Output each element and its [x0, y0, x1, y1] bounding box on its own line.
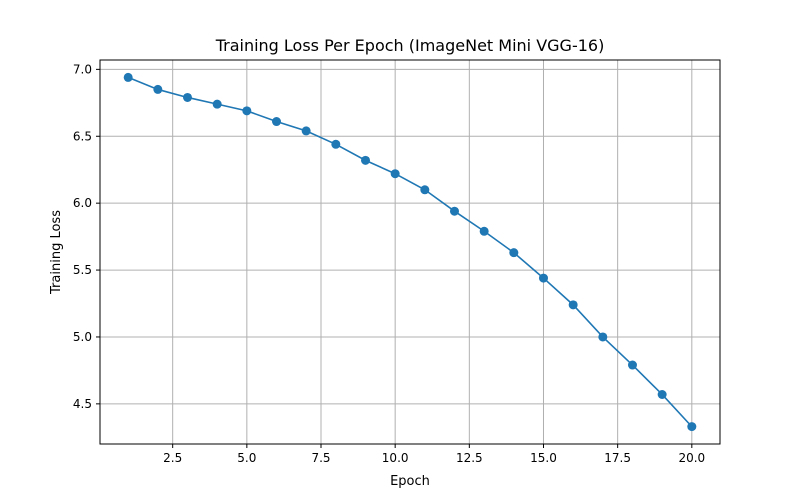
- chart-title: Training Loss Per Epoch (ImageNet Mini V…: [215, 36, 605, 55]
- x-tick-label: 20.0: [678, 451, 705, 465]
- x-axis-label: Epoch: [390, 474, 430, 489]
- x-tick-label: 2.5: [163, 451, 182, 465]
- data-point: [479, 226, 489, 236]
- x-tick-label: 17.5: [604, 451, 631, 465]
- data-point: [687, 422, 697, 432]
- axis-ticks: 2.5 5.0 7.5 10.0 12.5 15.0 17.5 20.0 4.5 5.0 5.5 6.…: [73, 62, 705, 465]
- y-tick-label: 4.5: [73, 397, 92, 411]
- y-tick-label: 7.0: [73, 62, 92, 76]
- data-point: [123, 72, 133, 82]
- data-point: [598, 332, 608, 342]
- x-tick-label: 10.0: [382, 451, 409, 465]
- data-point: [212, 99, 222, 109]
- data-point: [301, 126, 311, 136]
- y-tick-label: 6.0: [73, 196, 92, 210]
- data-point: [242, 106, 252, 116]
- x-tick-label: 7.5: [311, 451, 330, 465]
- y-tick-label: 5.5: [73, 263, 92, 277]
- data-point: [627, 360, 637, 370]
- data-point: [509, 248, 519, 258]
- series-line: [127, 76, 693, 428]
- data-point: [272, 117, 282, 127]
- data-point: [183, 92, 193, 102]
- grid-lines: [100, 60, 720, 444]
- x-tick-label: 15.0: [530, 451, 557, 465]
- data-point: [568, 300, 578, 310]
- y-axis-label: Training Loss: [49, 210, 64, 295]
- data-point: [361, 155, 371, 165]
- x-tick-label: 5.0: [237, 451, 256, 465]
- x-tick-label: 12.5: [456, 451, 483, 465]
- plot-area-frame: [99, 59, 721, 445]
- data-point: [538, 273, 548, 283]
- data-point: [153, 84, 163, 94]
- y-tick-label: 6.5: [73, 129, 92, 143]
- y-tick-label: 5.0: [73, 330, 92, 344]
- data-point: [657, 389, 667, 399]
- data-point: [390, 169, 400, 179]
- data-point: [331, 139, 341, 149]
- data-point: [449, 206, 459, 216]
- series-training-loss: [123, 72, 697, 432]
- data-point: [420, 185, 430, 195]
